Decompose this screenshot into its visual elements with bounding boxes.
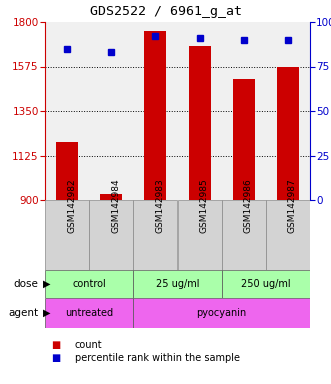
Bar xyxy=(177,200,222,270)
Text: 25 ug/ml: 25 ug/ml xyxy=(156,279,199,289)
Bar xyxy=(144,31,166,200)
Bar xyxy=(189,46,211,200)
Text: GSM142983: GSM142983 xyxy=(156,178,165,233)
Bar xyxy=(233,79,255,200)
Text: GSM142985: GSM142985 xyxy=(200,178,209,233)
Text: ▶: ▶ xyxy=(43,279,51,289)
Text: ▶: ▶ xyxy=(43,308,51,318)
Bar xyxy=(222,200,266,270)
Bar xyxy=(222,270,310,298)
Text: untreated: untreated xyxy=(65,308,113,318)
Bar xyxy=(45,200,89,270)
Bar xyxy=(89,200,133,270)
Text: 250 ug/ml: 250 ug/ml xyxy=(241,279,291,289)
Text: GSM142987: GSM142987 xyxy=(288,178,297,233)
Bar xyxy=(133,270,222,298)
Text: GSM142986: GSM142986 xyxy=(244,178,253,233)
Text: control: control xyxy=(72,279,106,289)
Bar xyxy=(266,200,310,270)
Text: GSM142984: GSM142984 xyxy=(111,178,120,233)
Text: agent: agent xyxy=(8,308,38,318)
Text: percentile rank within the sample: percentile rank within the sample xyxy=(75,353,240,363)
Text: ■: ■ xyxy=(52,353,61,363)
Bar xyxy=(133,298,310,328)
Text: GSM142982: GSM142982 xyxy=(67,178,76,233)
Text: dose: dose xyxy=(14,279,38,289)
Bar xyxy=(100,194,122,200)
Bar xyxy=(133,200,177,270)
Bar xyxy=(45,298,133,328)
Text: ■: ■ xyxy=(52,340,61,350)
Text: GDS2522 / 6961_g_at: GDS2522 / 6961_g_at xyxy=(89,5,242,18)
Bar xyxy=(45,270,133,298)
Text: pyocyanin: pyocyanin xyxy=(197,308,247,318)
Bar xyxy=(277,68,299,200)
Bar xyxy=(56,142,78,200)
Text: count: count xyxy=(75,340,102,350)
